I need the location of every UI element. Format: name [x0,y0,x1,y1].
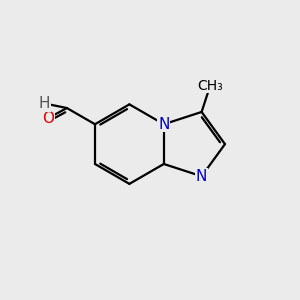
Text: N: N [196,169,207,184]
Text: CH₃: CH₃ [197,79,223,93]
Text: N: N [158,117,169,132]
Text: H: H [38,96,50,111]
Text: O: O [42,111,54,126]
